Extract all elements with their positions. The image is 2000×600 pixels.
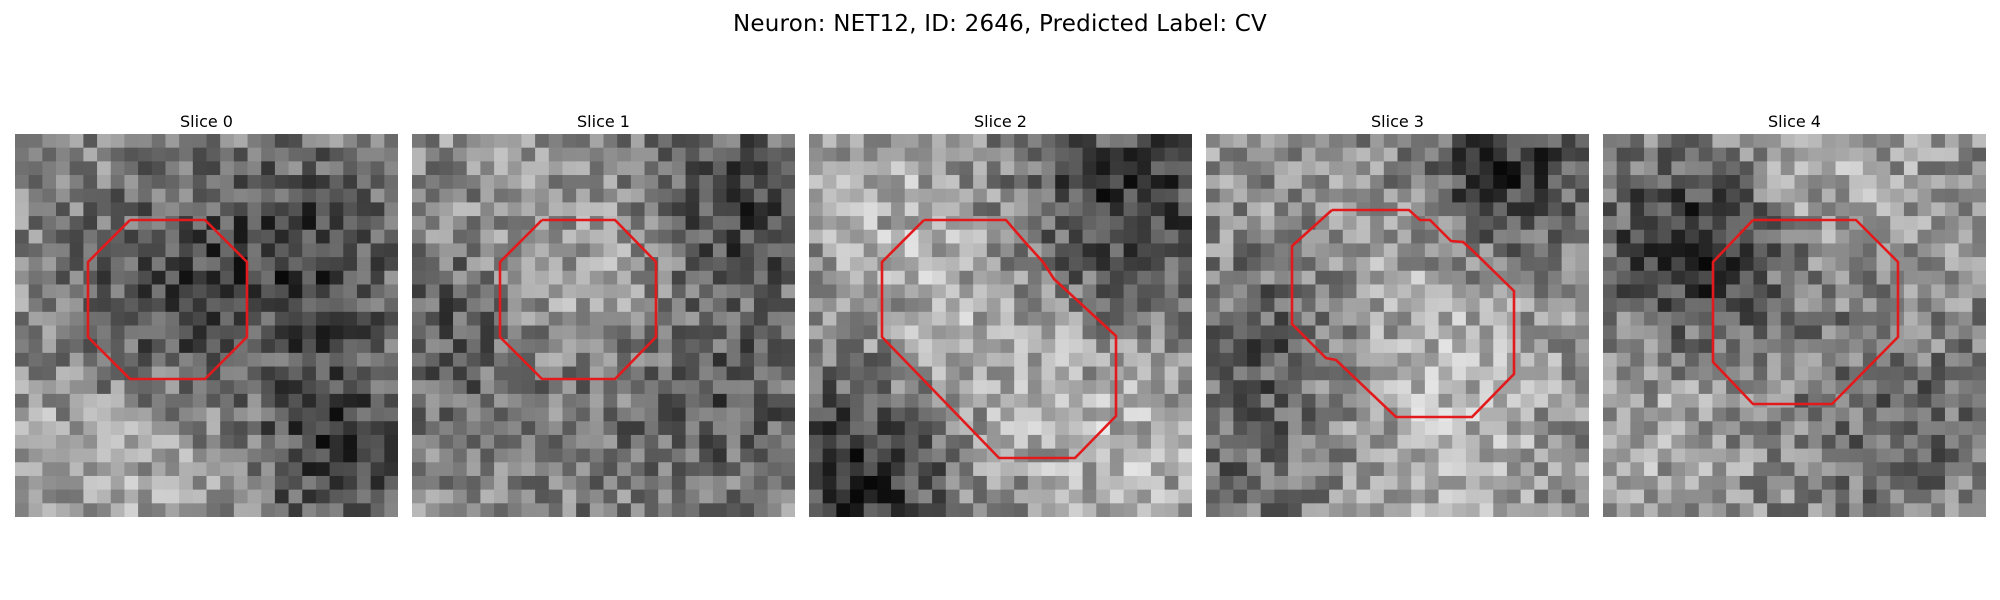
grayscale-image-4 xyxy=(1603,134,1986,517)
slice-panel-4: Slice 4 xyxy=(1603,112,1986,517)
slice-panel-3: Slice 3 xyxy=(1206,112,1589,517)
slice-image-3 xyxy=(1206,134,1589,517)
slice-title-0: Slice 0 xyxy=(180,112,233,131)
grayscale-image-2 xyxy=(809,134,1192,517)
slice-panel-0: Slice 0 xyxy=(15,112,398,517)
red-outline-2 xyxy=(880,218,1118,460)
red-outline-4 xyxy=(1711,218,1900,406)
slice-image-2 xyxy=(809,134,1192,517)
slice-title-2: Slice 2 xyxy=(974,112,1027,131)
grayscale-image-3 xyxy=(1206,134,1589,517)
figure-title: Neuron: NET12, ID: 2646, Predicted Label… xyxy=(733,11,1267,37)
slice-title-1: Slice 1 xyxy=(577,112,630,131)
red-outline-0 xyxy=(86,218,249,381)
slice-image-4 xyxy=(1603,134,1986,517)
grayscale-image-0 xyxy=(15,134,398,517)
slice-image-0 xyxy=(15,134,398,517)
slice-title-4: Slice 4 xyxy=(1768,112,1821,131)
slice-title-3: Slice 3 xyxy=(1371,112,1424,131)
red-outline-3 xyxy=(1290,208,1516,419)
grayscale-image-1 xyxy=(412,134,795,517)
red-outline-1 xyxy=(498,218,658,381)
slice-panel-2: Slice 2 xyxy=(809,112,1192,517)
slice-image-1 xyxy=(412,134,795,517)
slice-panel-1: Slice 1 xyxy=(412,112,795,517)
